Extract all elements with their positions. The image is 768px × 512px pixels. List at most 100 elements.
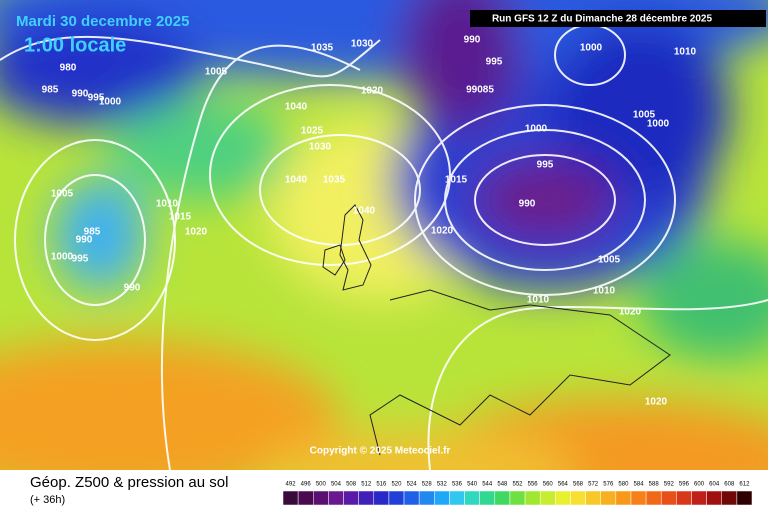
- scale-label: 592: [664, 482, 675, 488]
- run-info: Run GFS 12 Z du Dimanche 28 décembre 202…: [492, 14, 713, 25]
- scale-label: 556: [528, 482, 539, 488]
- scale-label: 552: [512, 482, 523, 488]
- scale-swatch: [494, 490, 511, 506]
- scale-label: 540: [467, 482, 478, 488]
- scale-label: 568: [573, 482, 584, 488]
- scale-swatch: [615, 490, 632, 506]
- footer-title: Géop. Z500 & pression au sol: [30, 474, 228, 491]
- scale-label: 516: [376, 482, 387, 488]
- scale-swatch: [403, 490, 420, 506]
- isobar-label: 1005: [205, 67, 228, 78]
- scale-swatch: [328, 490, 344, 506]
- isobar-label: 1035: [323, 175, 346, 186]
- scale-swatch: [524, 490, 541, 506]
- scale-swatch: [282, 490, 299, 506]
- isobar-label: 990: [76, 235, 93, 246]
- isobar-label: 1020: [619, 307, 642, 318]
- isobar-label: 995: [88, 93, 105, 104]
- scale-swatch: [479, 490, 496, 506]
- scale-swatch: [297, 490, 314, 506]
- scale-swatch: [509, 490, 526, 506]
- scale-label: 584: [634, 482, 645, 488]
- scale-label: 528: [422, 482, 433, 488]
- color-scale: 492 496 500 504 508 512 516 520 524 528 532 536 540 5…: [282, 482, 753, 506]
- isobar-label: 1020: [185, 227, 208, 238]
- isobar-label: 1040: [353, 206, 376, 217]
- scale-swatch: [691, 490, 707, 506]
- scale-swatch: [373, 490, 390, 506]
- isobar-label: 985: [84, 227, 101, 238]
- isobar-label: 1010: [156, 199, 179, 210]
- isobar-label: 1005: [633, 110, 656, 121]
- isobar-label: 1040: [285, 175, 308, 186]
- scale-label: 496: [301, 482, 312, 488]
- scale-label: 520: [391, 482, 402, 488]
- scale-label: 576: [603, 482, 614, 488]
- isobar-label: 995: [72, 254, 89, 265]
- valid-time: 1:00 locale: [24, 34, 126, 56]
- isobar-label: 1030: [309, 142, 332, 153]
- isobar-label: 980: [60, 63, 77, 74]
- scale-swatch: [418, 490, 435, 506]
- scale-label: 508: [346, 482, 357, 488]
- scale-label: 524: [407, 482, 418, 488]
- isobar-label: 1020: [361, 86, 384, 97]
- scale-swatch: [736, 490, 753, 506]
- isobar-label: 1015: [169, 212, 192, 223]
- scale-label: 504: [331, 482, 342, 488]
- isobar-label: 1010: [674, 47, 697, 58]
- isobar-label: 1020: [431, 226, 454, 237]
- isobar-label: 1000: [580, 43, 603, 54]
- isobar-label: 99085: [466, 85, 494, 96]
- scale-swatch: [570, 490, 586, 506]
- valid-date: Mardi 30 decembre 2025: [16, 13, 189, 30]
- scale-label: 512: [361, 482, 372, 488]
- isobar-label: 990: [72, 89, 89, 100]
- scale-label: 600: [694, 482, 705, 488]
- scale-swatch: [343, 490, 359, 506]
- isobar-label: 990: [124, 283, 141, 294]
- isobar-label: 985: [42, 85, 59, 96]
- isobar-label: 1000: [51, 252, 74, 263]
- isobar-label: 990: [464, 35, 481, 46]
- scale-swatch: [630, 490, 647, 506]
- isobar-label: 995: [486, 57, 503, 68]
- scale-label: 500: [316, 482, 327, 488]
- scale-label: 572: [588, 482, 599, 488]
- isobar-label: 1005: [51, 189, 74, 200]
- isobar-label: 1005: [598, 255, 621, 266]
- scale-swatch: [449, 490, 465, 506]
- isobar-label: 990: [519, 199, 536, 210]
- isobar-label: 1000: [99, 97, 122, 108]
- scale-swatch: [539, 490, 556, 506]
- isobar-label: 1040: [285, 102, 308, 113]
- isobar-label: 1030: [351, 39, 374, 50]
- scale-swatch: [434, 490, 450, 506]
- scale-swatch: [464, 490, 480, 506]
- scale-label: 544: [482, 482, 493, 488]
- scale-label: 596: [679, 482, 690, 488]
- scale-label: 580: [618, 482, 629, 488]
- scale-label: 548: [497, 482, 508, 488]
- isobar-label: 1000: [647, 119, 670, 130]
- footer-lead: (+ 36h): [30, 494, 65, 506]
- isobar-label: 1020: [645, 397, 668, 408]
- copyright: Copyright © 2025 Meteociel.fr: [310, 446, 451, 457]
- isobar-label: 1000: [525, 124, 548, 135]
- isobar-label: 1025: [301, 126, 324, 137]
- scale-swatch: [585, 490, 601, 506]
- scale-label: 560: [543, 482, 554, 488]
- scale-label: 492: [286, 482, 297, 488]
- scale-label: 532: [437, 482, 448, 488]
- isobar-label: 1015: [445, 175, 468, 186]
- scale-swatch: [313, 490, 329, 506]
- scale-label: 612: [739, 482, 750, 488]
- scale-swatch: [555, 490, 571, 506]
- isobar-label: 1010: [593, 286, 616, 297]
- isobar-label: 995: [537, 160, 554, 171]
- scale-label: 608: [724, 482, 735, 488]
- isobar-label: 1035: [311, 43, 334, 54]
